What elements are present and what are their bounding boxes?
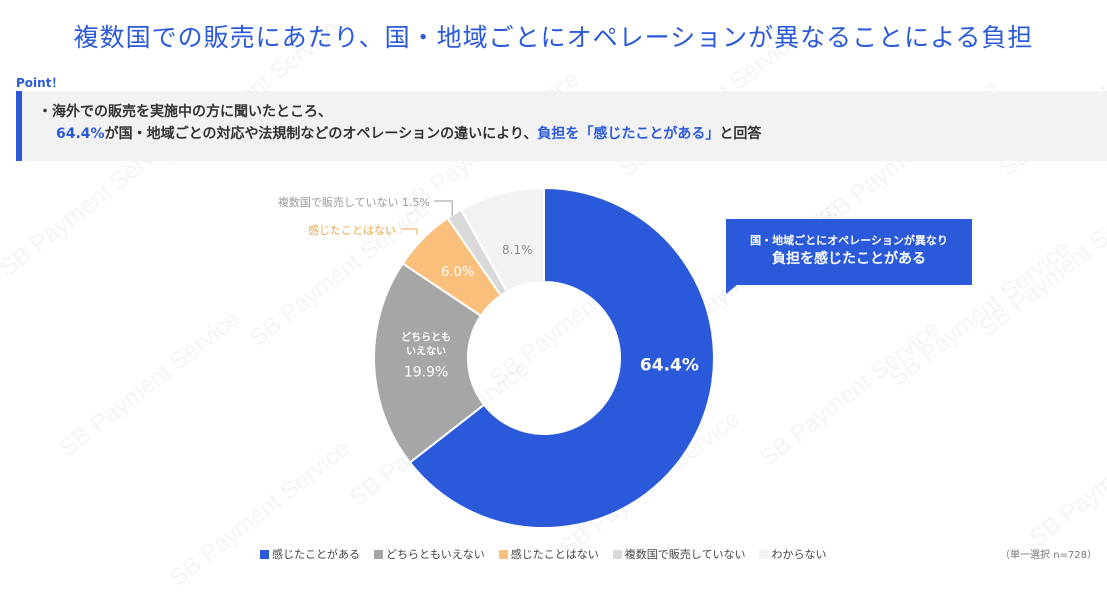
page-title: 複数国での販売にあたり、国・地域ごとにオペレーションが異なることによる負担 <box>73 23 1034 52</box>
label-felt: 64.4% <box>640 355 699 375</box>
slice-felt <box>408 186 715 529</box>
leader-never-felt <box>401 228 418 235</box>
legend-label: 感じたことはない <box>510 548 599 561</box>
callout-line-2: 負担を感じたことがある <box>772 251 926 267</box>
point-line-2-end: と回答 <box>719 126 762 142</box>
point-line-1: ・海外での販売を実施中の方に聞いたところ、 <box>38 104 332 120</box>
point-line-2: 64.4%が国・地域ごとの対応や法規制などのオペレーションの違いにより、負担を「… <box>38 123 1107 145</box>
point-label: Point！ <box>16 76 64 90</box>
legend-swatch <box>374 549 383 559</box>
legend-item-neutral: どちらともいえない <box>374 546 485 562</box>
legend-label: わからない <box>771 548 827 561</box>
legend-swatch <box>498 549 508 559</box>
legend-label: 感じたことがある <box>272 548 360 561</box>
legend-item-felt: 感じたことがある <box>260 546 360 562</box>
slice-unknown <box>459 186 545 294</box>
callout-line-1: 国・地域ごとにオペレーションが異なり <box>750 234 948 247</box>
legend-item-not-multi-country: 複数国で販売していない <box>612 546 746 562</box>
point-line-2-mid: が国・地域ごとの対応や法規制などのオペレーションの違いにより、 <box>104 126 538 142</box>
legend-swatch <box>612 549 622 559</box>
donut-chart: 64.4% どちらともいえない 19.9% 6.0% 8.1% <box>373 186 715 529</box>
label-never-felt: 感じたことはない <box>308 224 396 237</box>
point-summary-box: ・海外での販売を実施中の方に聞いたところ、 64.4%が国・地域ごとの対応や法規… <box>16 91 1107 161</box>
legend-label: 複数国で販売していない <box>624 548 746 561</box>
label-not-multi-country: 複数国で販売していない 1.5% <box>277 196 430 209</box>
point-highlight: 負担を「感じたことがある」 <box>537 126 720 142</box>
sample-note: （単一選択 n=728） <box>1000 550 1097 561</box>
callout-box: 国・地域ごとにオペレーションが異なり 負担を感じたことがある <box>726 219 972 285</box>
legend-item-never: 感じたことはない <box>498 546 599 562</box>
legend-swatch <box>759 549 769 559</box>
label-never-pct: 6.0% <box>441 265 474 280</box>
legend-item-unknown: わからない <box>759 546 826 562</box>
legend-swatch <box>260 549 269 559</box>
slice-neutral <box>373 262 486 464</box>
label-neutral-line-1: どちらとも <box>401 330 451 343</box>
leader-not-multi-country <box>434 200 453 216</box>
legend-label: どちらともいえない <box>386 548 485 561</box>
chart-legend: 感じたことがある どちらともいえない 感じたことはない 複数国で販売していない わからな… <box>260 546 826 562</box>
label-neutral-line-2: いえない <box>406 345 446 357</box>
label-neutral-pct: 19.9% <box>404 364 448 380</box>
callout-tail <box>726 276 748 294</box>
label-unknown-pct: 8.1% <box>502 243 533 257</box>
point-percentage: 64.4% <box>56 126 105 142</box>
